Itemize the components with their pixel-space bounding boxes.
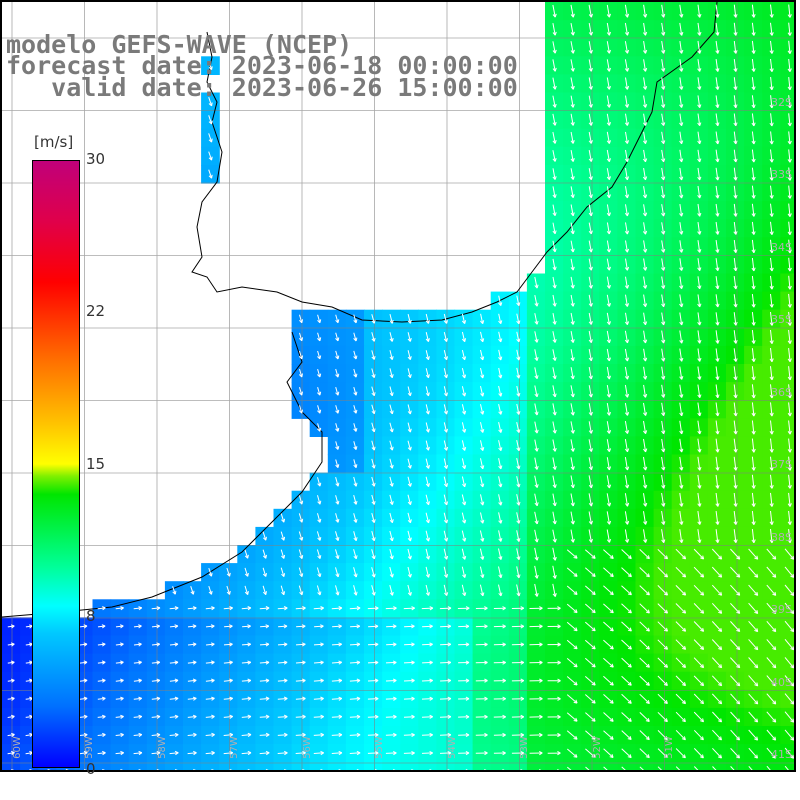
lat-label: 39S <box>771 603 792 616</box>
lon-label: 51W <box>663 736 675 759</box>
colorbar <box>32 160 80 768</box>
lon-label: 55W <box>373 736 385 759</box>
colorbar-tick-15: 15 <box>86 455 106 473</box>
lon-label: 54W <box>446 736 458 759</box>
lat-label: 37S <box>771 458 792 471</box>
colorbar-tick-0: 0 <box>86 760 96 778</box>
lon-label: 60W <box>11 736 23 759</box>
colorbar-unit: [m/s] <box>34 133 74 151</box>
lon-label: 52W <box>591 736 603 759</box>
lat-label: 35S <box>771 313 792 326</box>
colorbar-tick-30: 30 <box>86 150 106 168</box>
lat-label: 38S <box>771 531 792 544</box>
lon-label: 59W <box>83 736 95 759</box>
lon-label: 57W <box>228 736 240 759</box>
map-panel <box>0 0 796 772</box>
model-title: modelo GEFS-WAVE (NCEP) <box>6 30 353 59</box>
lat-label: 34S <box>771 241 792 254</box>
lat-label: 36S <box>771 386 792 399</box>
lon-label: 58W <box>156 736 168 759</box>
colorbar-tick-22: 22 <box>86 302 106 320</box>
lat-label: 41S <box>771 748 792 761</box>
wind-speed-field <box>2 2 794 770</box>
lat-label: 40S <box>771 676 792 689</box>
lat-label: 33S <box>771 168 792 181</box>
lat-label: 32S <box>771 96 792 109</box>
lon-label: 53W <box>518 736 530 759</box>
forecast-date: forecast date: 2023-06-18 00:00:00 <box>6 51 518 80</box>
lon-label: 56W <box>301 736 313 759</box>
valid-date: valid date: 2023-06-26 15:00:00 <box>6 73 518 102</box>
colorbar-tick-8: 8 <box>86 607 96 625</box>
